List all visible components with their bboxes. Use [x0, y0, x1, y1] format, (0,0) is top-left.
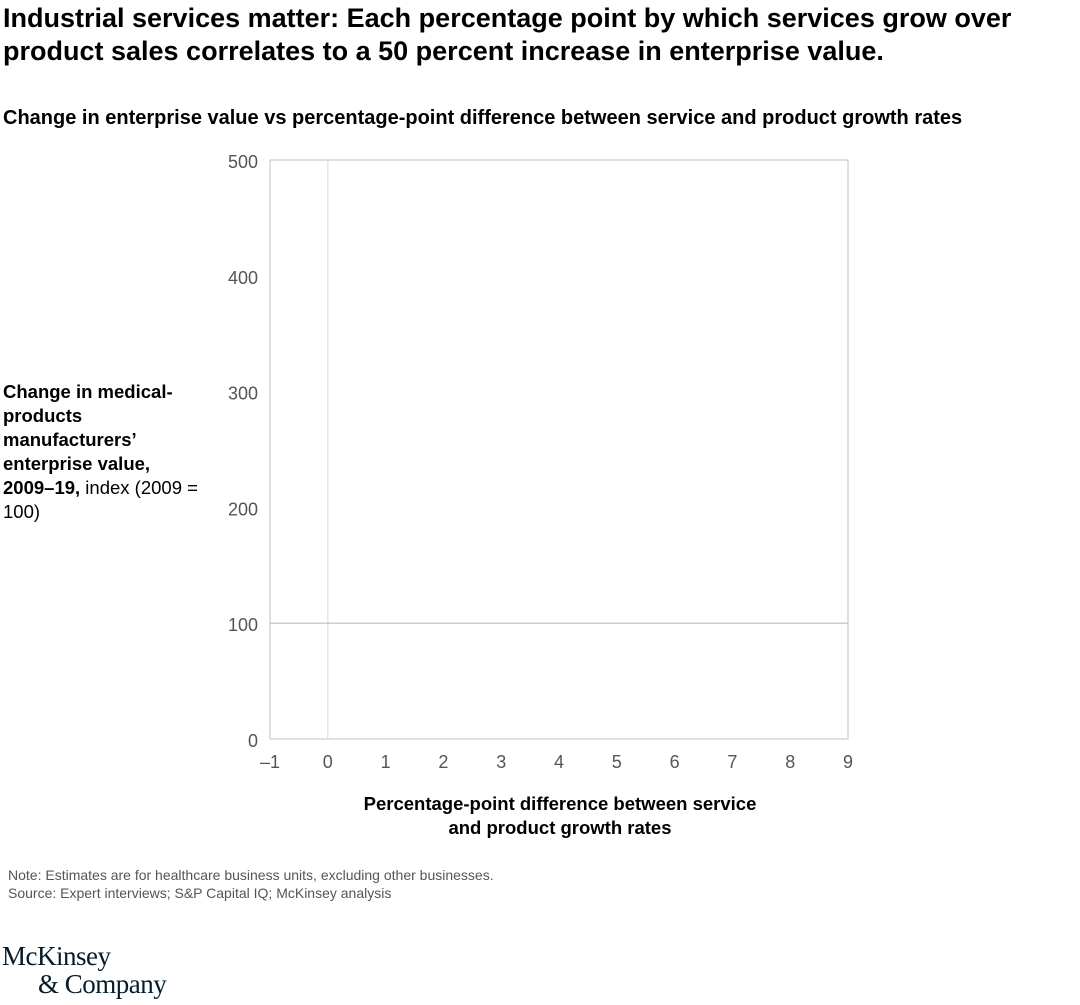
- logo-line-1: McKinsey: [2, 941, 111, 971]
- chart-headline: Industrial services matter: Each percent…: [3, 3, 1012, 66]
- source-text: Source: Expert interviews; S&P Capital I…: [8, 885, 392, 901]
- x-tick-label: 6: [670, 752, 680, 772]
- note-text: Note: Estimates are for healthcare busin…: [8, 867, 494, 883]
- y-tick-label: 0: [248, 731, 258, 751]
- x-tick-label: 9: [843, 752, 853, 772]
- y-tick-label: 100: [228, 615, 258, 635]
- logo-line-2: & Company: [38, 969, 167, 999]
- mckinsey-logo: McKinsey & Company: [2, 941, 167, 999]
- x-axis-label: Percentage-point difference between serv…: [363, 793, 757, 838]
- x-tick-label: 7: [727, 752, 737, 772]
- x-tick-label: 3: [496, 752, 506, 772]
- x-tick-label: 0: [323, 752, 333, 772]
- plot-frame: [269, 159, 849, 740]
- x-tick-label: –1: [260, 752, 280, 772]
- footnotes: Note: Estimates are for healthcare busin…: [8, 866, 494, 902]
- y-axis-label: Change in medical-products manufacturers…: [3, 380, 203, 524]
- chart-subtitle: Change in enterprise value vs percentage…: [3, 107, 963, 129]
- y-tick-label: 400: [228, 268, 258, 288]
- x-tick-label: 1: [381, 752, 391, 772]
- x-tick-label: 8: [785, 752, 795, 772]
- x-tick-label: 4: [554, 752, 564, 772]
- y-tick-label: 500: [228, 152, 258, 172]
- x-tick-label: 5: [612, 752, 622, 772]
- y-tick-label: 300: [228, 384, 258, 404]
- y-tick-label: 200: [228, 499, 258, 519]
- y-axis-label-bold: Change in medical-products manufacturers…: [3, 381, 173, 498]
- x-tick-label: 2: [438, 752, 448, 772]
- y-axis-label-unit: index (2009 = 100): [3, 477, 198, 522]
